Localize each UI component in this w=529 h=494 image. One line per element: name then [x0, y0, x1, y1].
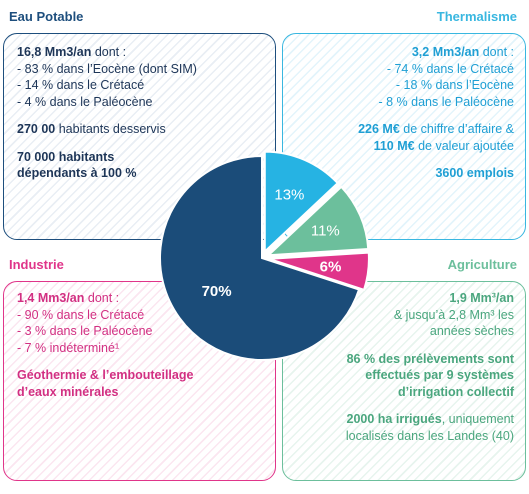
- eau-line-text: dont :: [91, 45, 127, 59]
- agriculture-line: 2000 ha irrigués, uniquement: [289, 411, 514, 428]
- thermalisme-line-bold: 3,2 Mm3/an: [411, 45, 480, 59]
- pie-slice-eau: [159, 154, 361, 361]
- thermalisme-line: - 8 % dans le Paléocène: [319, 94, 514, 111]
- agriculture-title: Agriculture: [447, 257, 517, 272]
- thermalisme-line-bold: 110 M€: [373, 138, 415, 153]
- agriculture-line: 1,9 Mm³/an: [289, 290, 514, 307]
- thermalisme-line: 3600 emplois: [319, 165, 514, 182]
- thermalisme-details: 3,2 Mm3/an dont :- 74 % dans le Crétacé -…: [319, 44, 514, 182]
- agriculture-line: années sèches: [289, 323, 514, 340]
- eau-line: 16,8 Mm3/an dont :: [17, 44, 207, 61]
- eau-line-bold: 16,8 Mm3/an: [17, 45, 92, 59]
- agriculture-line: effectués par 9 systèmes: [289, 367, 514, 384]
- agriculture-details: 1,9 Mm³/an & jusqu’à 2,8 Mm³ les années sè…: [289, 290, 514, 444]
- thermalisme-line: - 18 % dans l’Eocène: [319, 77, 514, 94]
- pie-label-thermalisme: 13%: [274, 187, 304, 204]
- industrie-line: - 3 % dans le Paléocène: [17, 323, 252, 340]
- industrie-line: 1,4 Mm3/an dont :: [17, 290, 252, 307]
- eau-line: 270 00 habitants desservis: [17, 121, 207, 138]
- industrie-details: 1,4 Mm3/an dont :- 90 % dans le Crétacé -…: [17, 290, 252, 400]
- eau-line-bold: 70 000 habitants: [17, 149, 115, 164]
- thermalisme-line-text: - 8 % dans le Paléocène: [378, 94, 514, 109]
- pie-slice-industrie: [268, 251, 370, 292]
- thermalisme-line-text: dont :: [479, 45, 514, 59]
- eau-line: - 83 % dans l’Eocène (dont SIM): [17, 61, 207, 78]
- thermalisme-title: Thermalisme: [436, 9, 517, 24]
- industrie-line-bold: 1,4 Mm3/an: [17, 291, 85, 305]
- agriculture-line-bold: 1,9 Mm³/an: [449, 291, 514, 305]
- eau-potable-details: 16,8 Mm3/an dont :- 83 % dans l’Eocène (…: [17, 44, 207, 182]
- industrie-line-text: - 7 % indéterminé¹: [17, 340, 120, 355]
- agriculture-line-bold: effectués par 9 systèmes: [365, 368, 514, 382]
- thermalisme-line-text: - 18 % dans l’Eocène: [395, 78, 514, 92]
- industrie-title: Industrie: [9, 257, 64, 272]
- pie-slice-thermalisme: [263, 150, 340, 254]
- agriculture-line: 86 % des prélèvements sont: [289, 351, 514, 368]
- agriculture-line-bold: d’irrigation collectif: [398, 384, 514, 399]
- industrie-line: d’eaux minérales: [17, 384, 252, 401]
- agriculture-line-text: années sèches: [429, 324, 514, 338]
- thermalisme-line: 3,2 Mm3/an dont :: [319, 44, 514, 61]
- eau-line-bold: dépendants à 100 %: [17, 166, 137, 180]
- industrie-line: Géothermie & l’embouteillage: [17, 367, 252, 384]
- agriculture-line-bold: 86 % des prélèvements sont: [346, 351, 514, 366]
- agriculture-line-text: , uniquement: [441, 412, 514, 426]
- thermalisme-line-text: - 74 % dans le Crétacé: [386, 61, 514, 76]
- agriculture-line-text: & jusqu’à 2,8 Mm³ les: [393, 307, 514, 322]
- thermalisme-line-bold: 3600 emplois: [435, 166, 514, 180]
- thermalisme-line-bold: 226 M€: [358, 122, 400, 136]
- thermalisme-line-text: de chiffre d’affaire &: [399, 122, 514, 136]
- industrie-line: - 90 % dans le Crétacé: [17, 307, 252, 324]
- agriculture-line: & jusqu’à 2,8 Mm³ les: [289, 307, 514, 324]
- pie-label-industrie: 6%: [320, 259, 342, 276]
- industrie-line: - 7 % indéterminé¹: [17, 340, 252, 357]
- eau-line-bold: 270 00: [17, 122, 56, 136]
- pie-label-agriculture: 11%: [311, 223, 340, 240]
- thermalisme-line: - 74 % dans le Crétacé: [319, 61, 514, 78]
- eau-line: - 14 % dans le Crétacé: [17, 77, 207, 94]
- industrie-line-text: - 3 % dans le Paléocène: [17, 324, 153, 338]
- industrie-line-text: - 90 % dans le Crétacé: [17, 307, 145, 322]
- pie-label-eau: 70%: [202, 283, 232, 300]
- eau-line: 70 000 habitants: [17, 149, 207, 166]
- thermalisme-line-text: de valeur ajoutée: [414, 138, 514, 153]
- eau-line-text: habitants desservis: [55, 122, 166, 136]
- agriculture-line-text: localisés dans les Landes (40): [345, 428, 514, 443]
- industrie-line-bold: Géothermie & l’embouteillage: [17, 368, 194, 382]
- thermalisme-line: 226 M€ de chiffre d’affaire &: [319, 121, 514, 138]
- eau-potable-title: Eau Potable: [9, 9, 84, 24]
- eau-line-text: - 4 % dans le Paléocène: [17, 94, 153, 109]
- agriculture-line: d’irrigation collectif: [289, 384, 514, 401]
- agriculture-line: localisés dans les Landes (40): [289, 428, 514, 445]
- pie-slice-agriculture: [265, 185, 370, 257]
- industrie-line-bold: d’eaux minérales: [17, 384, 119, 399]
- eau-line: dépendants à 100 %: [17, 165, 207, 182]
- industrie-line-text: dont :: [84, 291, 120, 305]
- agriculture-line-bold: 2000 ha irrigués: [346, 412, 442, 426]
- thermalisme-line: 110 M€ de valeur ajoutée: [319, 138, 514, 155]
- eau-line-text: - 83 % dans l’Eocène (dont SIM): [17, 61, 197, 76]
- eau-line: - 4 % dans le Paléocène: [17, 94, 207, 111]
- eau-line-text: - 14 % dans le Crétacé: [17, 78, 145, 92]
